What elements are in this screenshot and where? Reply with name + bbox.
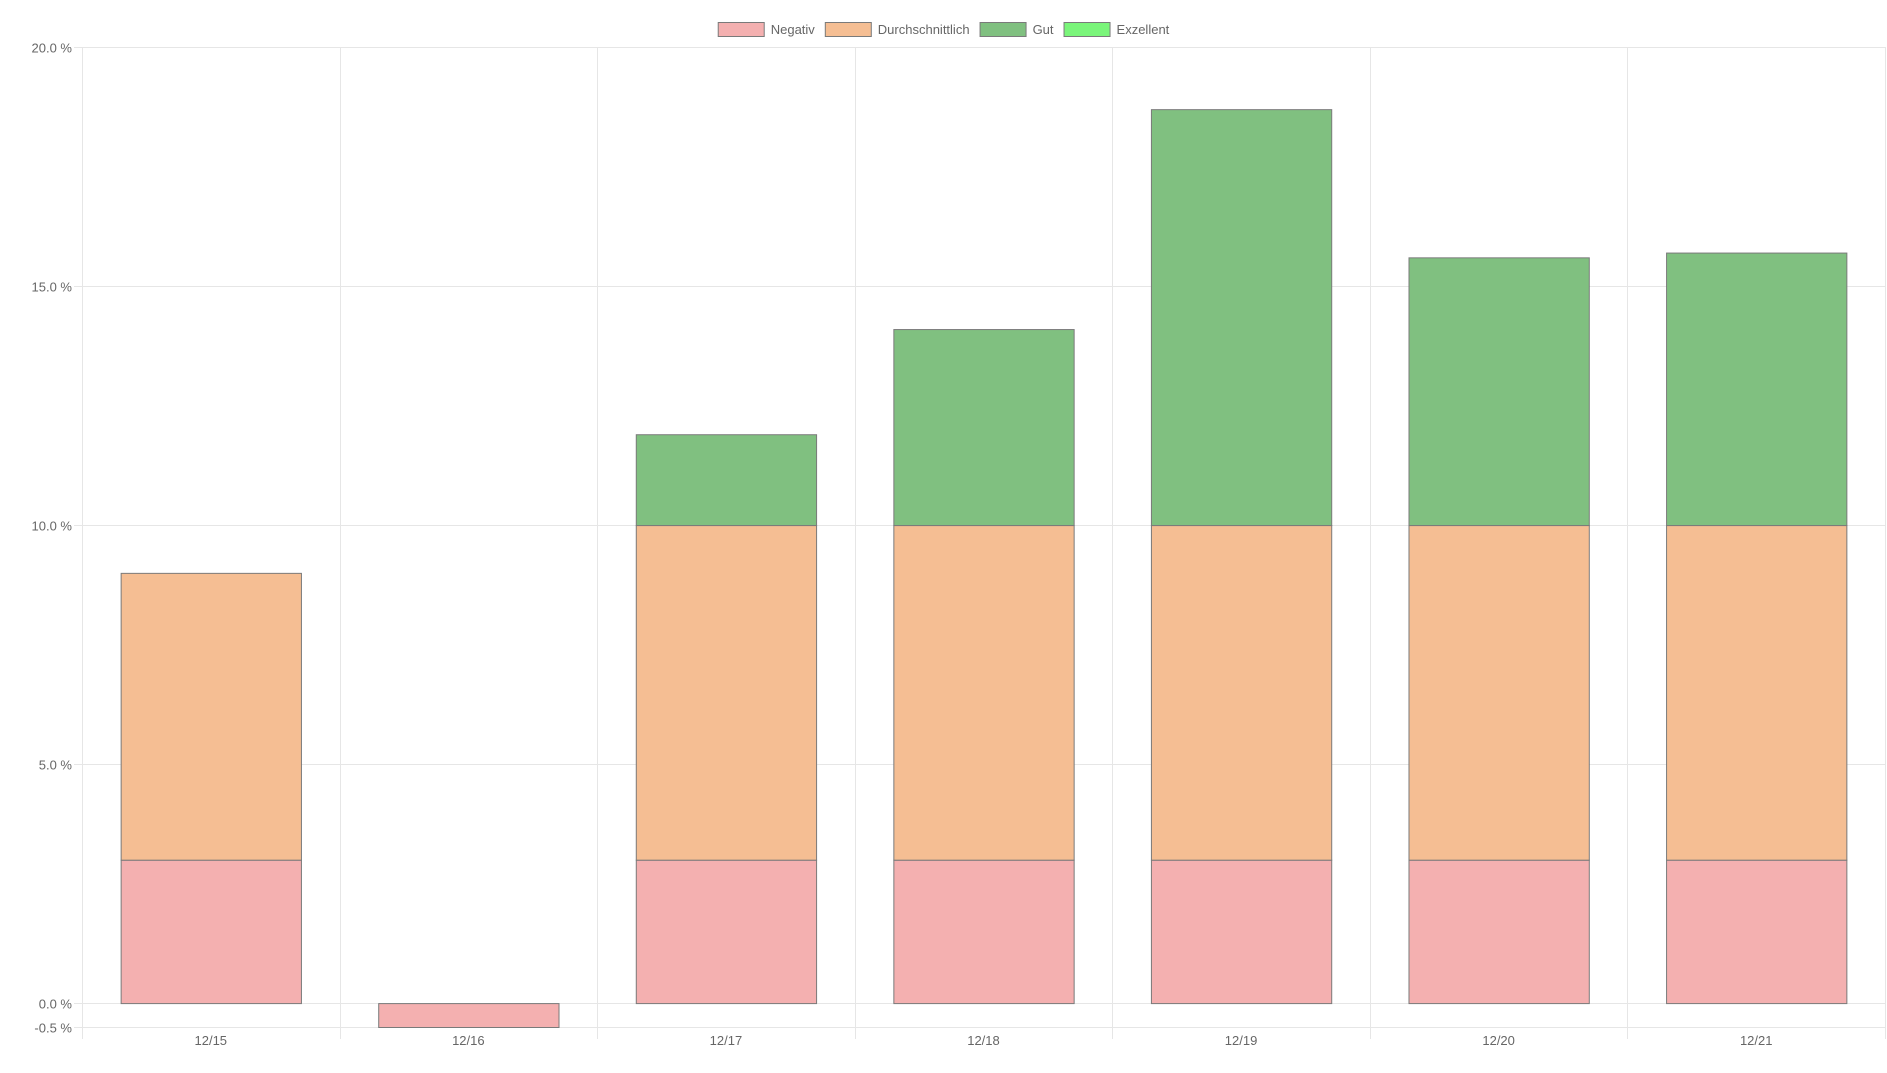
- bar-segment-negativ-12-15[interactable]: [120, 859, 302, 1005]
- bar-segment-gut-12-18[interactable]: [893, 329, 1075, 527]
- y-tick-label: -0.5 %: [34, 1021, 72, 1036]
- bar-segment-durchschnittlich-12-18[interactable]: [893, 525, 1075, 861]
- x-tick-label: 12/16: [452, 1033, 485, 1048]
- y-tick-label: 20.0 %: [32, 41, 73, 56]
- bar-segment-gut-12-19[interactable]: [1150, 109, 1333, 527]
- bar-segment-negativ-12-18[interactable]: [893, 859, 1075, 1005]
- bar-segment-durchschnittlich-12-17[interactable]: [635, 525, 818, 861]
- bar-segment-negativ-12-21[interactable]: [1666, 859, 1848, 1005]
- legend-swatch: [1063, 22, 1111, 37]
- bars: [120, 109, 1848, 1028]
- x-tick-label: 12/21: [1740, 1033, 1773, 1048]
- bar-segment-gut-12-20[interactable]: [1408, 257, 1590, 527]
- x-tick-label: 12/20: [1482, 1033, 1515, 1048]
- bar-segment-gut-12-17[interactable]: [635, 434, 818, 527]
- legend-label: Durchschnittlich: [878, 22, 970, 37]
- bar-segment-negativ-12-16[interactable]: [378, 1003, 560, 1028]
- legend-item-exzellent[interactable]: Exzellent: [1063, 22, 1170, 37]
- y-tick-label: 5.0 %: [39, 758, 73, 773]
- y-tick-label: 10.0 %: [32, 519, 73, 534]
- bar-segment-negativ-12-20[interactable]: [1408, 859, 1590, 1005]
- legend-item-negativ[interactable]: Negativ: [717, 22, 816, 37]
- x-tick-label: 12/19: [1225, 1033, 1258, 1048]
- legend-swatch: [717, 22, 765, 37]
- legend-label: Gut: [1033, 22, 1054, 37]
- legend-swatch: [979, 22, 1027, 37]
- legend-label: Exzellent: [1117, 22, 1170, 37]
- bar-segment-durchschnittlich-12-21[interactable]: [1666, 525, 1848, 861]
- bar-segment-gut-12-21[interactable]: [1666, 252, 1848, 527]
- y-tick-label: 15.0 %: [32, 280, 73, 295]
- legend-label: Negativ: [771, 22, 816, 37]
- x-tick-label: 12/18: [967, 1033, 1000, 1048]
- bar-segment-negativ-12-17[interactable]: [635, 859, 818, 1005]
- bar-segment-durchschnittlich-12-15[interactable]: [120, 572, 302, 861]
- bar-segment-durchschnittlich-12-19[interactable]: [1150, 525, 1333, 861]
- x-tick-label: 12/15: [195, 1033, 228, 1048]
- x-tick-label: 12/17: [710, 1033, 743, 1048]
- legend: Negativ Durchschnittlich Gut Exzellent: [717, 22, 1170, 37]
- legend-swatch: [824, 22, 872, 37]
- axes: 20.0 % 15.0 % 10.0 % 5.0 % 0.0 % -0.5 % 12/15 1…: [32, 41, 1773, 1049]
- legend-item-durchschnittlich[interactable]: Durchschnittlich: [824, 22, 970, 37]
- legend-item-gut[interactable]: Gut: [979, 22, 1054, 37]
- y-tick-label: 0.0 %: [39, 997, 73, 1012]
- bar-segment-durchschnittlich-12-20[interactable]: [1408, 525, 1590, 861]
- bar-segment-negativ-12-19[interactable]: [1150, 859, 1333, 1005]
